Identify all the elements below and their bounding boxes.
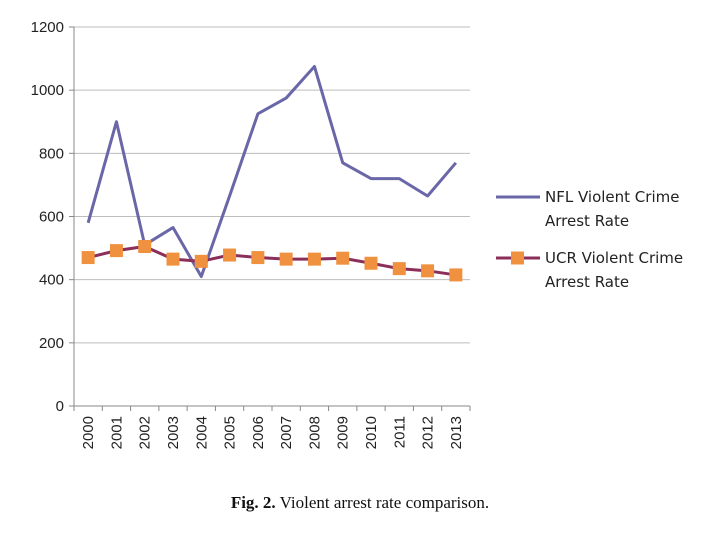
- x-tick-label: 2005: [222, 416, 239, 449]
- legend: NFL Violent Crime Arrest Rate UCR Violent …: [496, 188, 683, 291]
- x-tick-labels: 2000 2001 2002 2003 2004 2005 2006 2007 2008 2009…: [80, 416, 465, 449]
- x-tick-label: 2010: [363, 416, 380, 449]
- legend-label: UCR Violent Crime: [545, 249, 683, 267]
- data-point-marker: [364, 256, 378, 270]
- data-point-marker: [336, 251, 350, 265]
- data-point-marker: [307, 252, 321, 266]
- y-tick-label: 0: [56, 398, 64, 415]
- series-layer: [81, 64, 463, 282]
- x-tick-label: 2000: [80, 416, 97, 449]
- data-point-marker: [138, 240, 152, 254]
- y-tick-label: 800: [39, 145, 64, 162]
- y-tick-label: 200: [39, 335, 64, 352]
- data-point-marker: [166, 252, 180, 266]
- x-tick-label: 2013: [448, 416, 465, 449]
- data-point-marker: [449, 268, 463, 282]
- x-tick-label: 2001: [108, 416, 125, 449]
- figure-caption-text: Violent arrest rate comparison.: [275, 493, 490, 512]
- x-tick-label: 2006: [250, 416, 267, 449]
- legend-label: NFL Violent Crime: [545, 188, 679, 206]
- x-tick-label: 2003: [165, 416, 182, 449]
- figure-caption: Fig. 2. Violent arrest rate comparison.: [0, 493, 720, 513]
- data-point-marker: [392, 262, 406, 276]
- data-point-marker: [251, 251, 265, 265]
- data-point-marker: [109, 244, 123, 258]
- y-tick-label: 600: [39, 209, 64, 226]
- x-tick-label: 2002: [137, 416, 154, 449]
- legend-label: Arrest Rate: [545, 212, 629, 230]
- data-point-marker: [81, 251, 95, 265]
- x-tick-label: 2007: [278, 416, 295, 449]
- legend-swatch-marker: [511, 251, 524, 265]
- x-tick-label: 2004: [193, 416, 210, 449]
- data-point-marker: [223, 248, 237, 262]
- axes: [69, 26, 471, 411]
- x-tick-label: 2012: [420, 416, 437, 449]
- gridlines: [74, 26, 470, 344]
- legend-label: Arrest Rate: [545, 273, 629, 291]
- x-tick-label: 2009: [335, 416, 352, 449]
- x-tick-label: 2011: [391, 416, 408, 448]
- data-point-marker: [421, 264, 435, 278]
- figure-label: Fig. 2.: [230, 493, 276, 512]
- data-point-marker: [194, 254, 208, 268]
- y-tick-label: 1200: [31, 19, 64, 36]
- y-tick-labels: 0 200 400 600 800 1000 1200: [31, 19, 64, 415]
- y-tick-label: 1000: [31, 82, 64, 99]
- y-tick-label: 400: [39, 272, 64, 289]
- data-point-marker: [279, 252, 293, 266]
- x-tick-label: 2008: [306, 416, 323, 449]
